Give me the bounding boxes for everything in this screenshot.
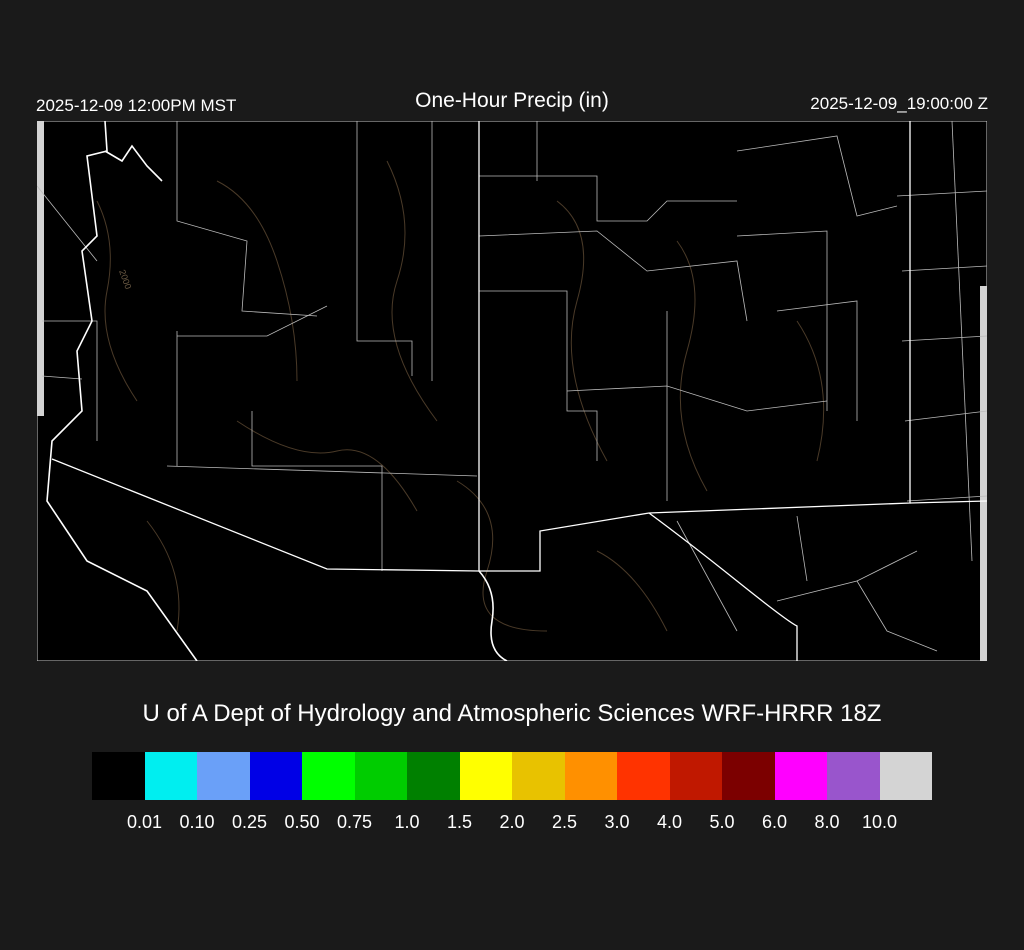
colorbar-label: 10.0 xyxy=(861,812,898,832)
colorbar-swatch xyxy=(774,752,827,800)
colorbar-swatch xyxy=(92,752,145,800)
valid-time-label: 2025-12-09_19:00:00 Z xyxy=(810,94,988,113)
plot-title: One-Hour Precip (in) xyxy=(415,89,609,112)
colorbar-label: 0.75 xyxy=(336,812,373,832)
missing-data-strip-right xyxy=(980,286,987,661)
colorbar-label: 0.10 xyxy=(179,812,215,832)
colorbar-label: 1.0 xyxy=(394,812,420,832)
state-borders xyxy=(51,121,987,661)
colorbar-swatch xyxy=(144,752,197,800)
colorbar-swatch xyxy=(564,752,617,800)
county-lines xyxy=(37,121,987,652)
colorbar-swatch xyxy=(722,752,775,800)
missing-data-strip-left xyxy=(37,121,44,416)
colorbar-swatch xyxy=(354,752,407,800)
colorbar-swatch xyxy=(879,752,932,800)
colorbar-label: 1.5 xyxy=(446,812,473,832)
colorbar-label: 0.01 xyxy=(126,812,163,832)
colorbar-swatch xyxy=(459,752,512,800)
precip-map: 2000 xyxy=(37,121,987,661)
colorbar-label: 2.5 xyxy=(551,812,578,832)
colorbar-label: 3.0 xyxy=(604,812,630,832)
colorbar-label: 0.25 xyxy=(231,812,268,832)
colorbar-label: 5.0 xyxy=(709,812,735,832)
terrain-contours xyxy=(96,160,825,632)
colorbar-label: 2.0 xyxy=(499,812,525,832)
colorbar-swatch xyxy=(407,752,460,800)
colorbar-swatch xyxy=(302,752,355,800)
colorbar-swatch xyxy=(249,752,302,800)
colorbar xyxy=(92,752,932,800)
colorbar-swatch xyxy=(617,752,670,800)
colorbar-label: 0.50 xyxy=(284,812,320,832)
local-time-label: 2025-12-09 12:00PM MST xyxy=(36,96,237,115)
colorbar-swatch xyxy=(512,752,565,800)
colorbar-labels: 0.01 0.10 0.25 0.50 0.75 1.0 1.5 2.0 2.5 3.0 4.0 5.… xyxy=(92,812,932,838)
colorbar-swatch xyxy=(827,752,880,800)
colorbar-label: 8.0 xyxy=(814,812,840,832)
colorbar-label: 6.0 xyxy=(761,812,788,832)
colorbar-label: 4.0 xyxy=(656,812,683,832)
colorbar-swatch xyxy=(197,752,250,800)
credit-text: U of A Dept of Hydrology and Atmospheric… xyxy=(142,700,882,727)
colorado-river xyxy=(46,121,508,661)
colorbar-swatch xyxy=(669,752,722,800)
